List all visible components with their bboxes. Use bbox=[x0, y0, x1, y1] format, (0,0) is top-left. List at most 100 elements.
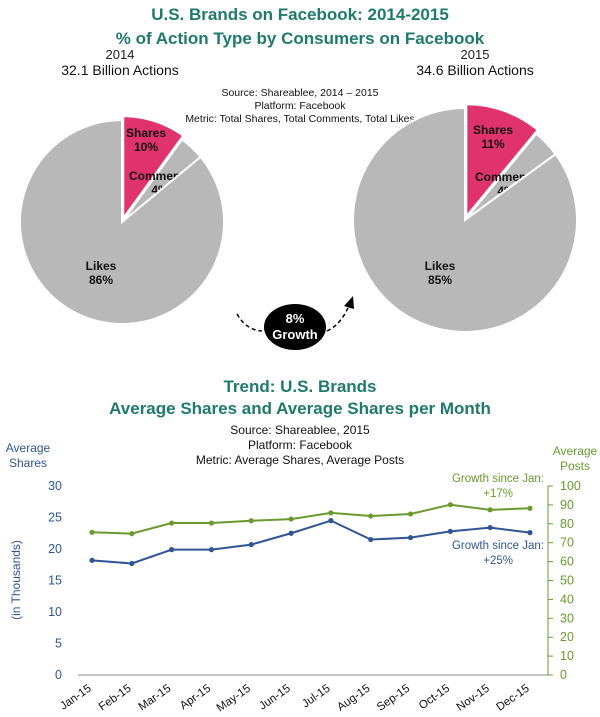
right-axis-title-1: Average bbox=[553, 444, 598, 458]
series-point-posts bbox=[487, 507, 493, 513]
series-point-shares bbox=[407, 535, 414, 541]
pie-slice-shares bbox=[465, 103, 540, 220]
series-point-shares bbox=[169, 547, 175, 553]
left-tick-label: 10 bbox=[48, 605, 62, 619]
right-tick-label: 50 bbox=[560, 574, 574, 588]
pie-2014-total: 32.1 Billion Actions bbox=[61, 62, 179, 78]
growth-value: 8% bbox=[285, 311, 305, 326]
series-point-shares bbox=[487, 524, 493, 531]
x-tick-label: Dec-15 bbox=[494, 683, 531, 714]
series-point-shares bbox=[368, 536, 374, 543]
x-tick-label: Feb-15 bbox=[97, 683, 134, 714]
x-tick-label: Nov-15 bbox=[455, 683, 492, 714]
series-point-shares bbox=[248, 541, 254, 548]
series-point-shares bbox=[527, 530, 533, 536]
pie-platform: Platform: Facebook bbox=[254, 100, 346, 112]
trend-metric: Metric: Average Shares, Average Posts bbox=[195, 453, 405, 467]
trend-platform: Platform: Facebook bbox=[247, 438, 353, 452]
right-tick-label: 90 bbox=[560, 498, 574, 512]
pie-2014-year: 2014 bbox=[105, 47, 135, 62]
left-tick-label: 20 bbox=[48, 542, 62, 556]
right-tick-label: 10 bbox=[560, 649, 574, 663]
pie-value-shares: 11% bbox=[481, 137, 505, 151]
x-tick-label: May-15 bbox=[215, 683, 253, 715]
pie-2015-total: 34.6 Billion Actions bbox=[416, 62, 534, 78]
series-point-shares bbox=[288, 530, 294, 536]
left-tick-label: 30 bbox=[48, 479, 62, 493]
pie-value-likes: 86% bbox=[89, 273, 113, 287]
series-point-posts bbox=[527, 505, 533, 511]
series-point-shares bbox=[328, 518, 334, 524]
series-point-posts bbox=[89, 529, 95, 535]
x-tick-label: Jan-15 bbox=[58, 683, 94, 713]
pie-value-likes: 85% bbox=[428, 273, 452, 287]
left-tick-label: 0 bbox=[55, 668, 62, 682]
x-tick-label: Jun-15 bbox=[257, 683, 293, 713]
series-line-posts bbox=[91, 503, 531, 535]
series-point-posts bbox=[208, 520, 215, 526]
trend-source: Source: Shareablee, 2015 bbox=[230, 423, 370, 437]
right-tick-label: 100 bbox=[560, 479, 581, 493]
growth-badge: 8% Growth bbox=[264, 304, 326, 350]
left-axis-title-2: Shares bbox=[9, 456, 47, 470]
x-tick-label: Aug-15 bbox=[335, 683, 372, 714]
pie-label-likes: Likes bbox=[425, 259, 456, 273]
posts-growth-line1: Growth since Jan: bbox=[452, 473, 544, 485]
pie-label-likes: Likes bbox=[86, 259, 117, 273]
right-tick-label: 20 bbox=[560, 630, 574, 644]
series-point-posts bbox=[248, 518, 254, 524]
series-point-shares bbox=[447, 528, 453, 534]
growth-arrow-left bbox=[236, 313, 263, 332]
pie-source: Source: Shareablee, 2014 – 2015 bbox=[221, 87, 379, 99]
right-tick-label: 70 bbox=[560, 536, 574, 550]
shares-growth-line1: Growth since Jan: bbox=[452, 540, 544, 552]
x-tick-label: Mar-15 bbox=[137, 683, 174, 714]
trend-title: Trend: U.S. Brands bbox=[223, 377, 377, 396]
series-point-shares bbox=[129, 560, 135, 567]
series-point-posts bbox=[169, 520, 175, 526]
pie-2015-year: 2015 bbox=[460, 47, 490, 62]
pie-slice-likes bbox=[19, 118, 225, 325]
left-tick-label: 5 bbox=[55, 637, 62, 651]
series-point-posts bbox=[407, 511, 414, 517]
pie-slice-shares bbox=[122, 115, 185, 222]
page-subtitle: % of Action Type by Consumers on Faceboo… bbox=[115, 29, 485, 48]
posts-growth-line2: +17% bbox=[483, 488, 513, 500]
series-point-posts bbox=[368, 513, 374, 519]
series-point-posts bbox=[328, 510, 334, 516]
growth-label: Growth bbox=[272, 327, 318, 342]
growth-arrow-head bbox=[344, 296, 354, 309]
right-tick-label: 40 bbox=[560, 592, 574, 606]
series-point-posts bbox=[288, 516, 294, 522]
left-axis-title-1: Average bbox=[6, 441, 51, 455]
right-tick-label: 80 bbox=[560, 517, 574, 531]
right-tick-label: 60 bbox=[560, 555, 574, 569]
page-title: U.S. Brands on Facebook: 2014-2015 bbox=[151, 5, 449, 24]
growth-arrow-right bbox=[326, 302, 351, 332]
left-axis-unit: (in Thousands) bbox=[9, 540, 23, 620]
right-tick-label: 30 bbox=[560, 611, 574, 625]
x-tick-label: Oct-15 bbox=[417, 683, 452, 713]
shares-growth-line2: +25% bbox=[483, 555, 513, 567]
series-line-shares bbox=[91, 519, 531, 565]
left-tick-label: 25 bbox=[48, 511, 62, 525]
x-tick-label: Jul-15 bbox=[300, 683, 333, 711]
series-point-shares bbox=[208, 547, 215, 553]
series-point-shares bbox=[89, 557, 95, 563]
left-tick-label: 15 bbox=[48, 574, 62, 588]
pie-metric: Metric: Total Shares, Total Comments, To… bbox=[185, 113, 415, 125]
series-point-posts bbox=[129, 531, 135, 537]
right-axis-title-2: Posts bbox=[560, 459, 590, 473]
x-tick-label: Apr-15 bbox=[178, 683, 213, 713]
right-tick-label: 0 bbox=[560, 668, 567, 682]
pie-label-shares: Shares bbox=[473, 123, 513, 137]
pie-slice-likes bbox=[352, 106, 578, 333]
pie-value-shares: 10% bbox=[134, 140, 158, 154]
line-chart: 0 5 10 15 20 25 30 0 10 20 30 40 50 60 70 80 90 100 Jan-15… bbox=[48, 479, 581, 714]
x-tick-label: Sep-15 bbox=[375, 683, 412, 714]
series-point-posts bbox=[447, 502, 453, 508]
